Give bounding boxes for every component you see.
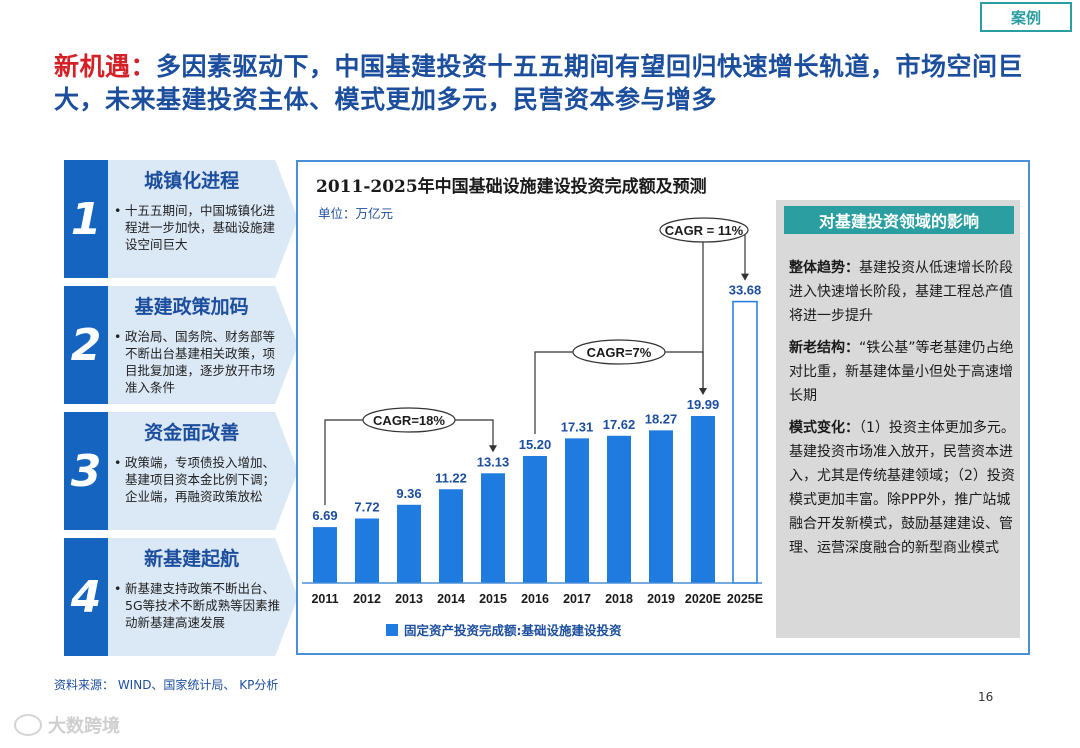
factor-title: 新基建起航 (144, 548, 240, 570)
cagr-ellipse (362, 407, 456, 433)
tick-label-2018: 2018 (605, 592, 633, 606)
value-label-2012: 7.72 (354, 499, 379, 514)
factor-number: 4 (64, 538, 108, 656)
impact-item-trend: 整体趋势：基建投资从低速增长阶段进入快速增长阶段，基建工程总产值将进一步提升 (789, 260, 1013, 324)
impact-item-structure: 新老结构：“铁公基”等老基建仍占绝对比重，新基建体量小但处于高速增长期 (789, 340, 1014, 404)
factor-body: 基建政策加码 政治局、国务院、财务部等不断出台基建相关政策，项目批复加速，逐步放… (108, 286, 298, 404)
factor-title: 资金面改善 (144, 422, 240, 444)
bar-2019 (649, 430, 673, 583)
value-label-2017: 17.31 (561, 419, 594, 434)
tick-label-2019: 2019 (647, 592, 675, 606)
bar-2013 (397, 504, 421, 583)
value-label-2015: 13.13 (477, 454, 510, 469)
tick-label-2013: 2013 (395, 592, 423, 606)
bar-2020E (691, 415, 715, 583)
factor-title: 基建政策加码 (134, 296, 249, 318)
factor-number: 3 (64, 412, 108, 530)
value-label-2016: 15.20 (519, 437, 552, 452)
factor-new-infra: 4 新基建起航 新基建支持政策不断出台、5G等技术不断成熟等因素推动新基建高速发… (64, 538, 298, 656)
bar-2018 (607, 435, 631, 583)
bar-2017 (565, 438, 589, 583)
cagr-ellipse (572, 339, 666, 365)
watermark: 大数跨境 (14, 712, 120, 738)
impact-title: 对基建投资领域的影响 (784, 206, 1014, 234)
cagr-label: CAGR = 11% (665, 223, 744, 238)
chart-frame (296, 160, 1030, 655)
bar-2025E (732, 300, 758, 584)
page-headline: 新机遇：多因素驱动下，中国基建投资十五五期间有望回归快速增长轨道，市场空间巨大，… (54, 50, 1054, 116)
source-note: 资料来源： WIND、国家统计局、 KP分析 (54, 678, 279, 692)
factor-policy: 2 基建政策加码 政治局、国务院、财务部等不断出台基建相关政策，项目批复加速，逐… (64, 286, 298, 404)
bar-chart: 6.69 2011 7.72 2012 9.36 2013 11.22 2014 13.13 20… (302, 217, 763, 638)
bar-2015 (481, 473, 505, 583)
legend-label: 固定资产投资完成额:基础设施建设投资 (404, 623, 622, 638)
value-label-2025E: 33.68 (729, 283, 762, 298)
headline-lead: 新机遇： (54, 52, 157, 81)
bar-2016 (523, 456, 547, 583)
case-tag: 案例 (980, 2, 1072, 32)
factor-desc: 十五五期间，中国城镇化进程进一步加快，基础设施建设空间巨大 (114, 202, 282, 253)
watermark-logo-icon (14, 714, 42, 736)
tick-label-2011: 2011 (311, 592, 338, 606)
factor-desc: 政策端，专项债投入增加、基建项目资本金比例下调；企业端，再融资政策放松 (114, 454, 282, 505)
tick-label-2015: 2015 (479, 592, 507, 606)
factor-number: 2 (64, 286, 108, 404)
factor-desc: 新基建支持政策不断出台、5G等技术不断成熟等因素推动新基建高速发展 (114, 580, 282, 631)
chart-title: 2011-2025年中国基础设施建设投资完成额及预测 (316, 177, 707, 197)
factor-urbanization: 1 城镇化进程 十五五期间，中国城镇化进程进一步加快，基础设施建设空间巨大 (64, 160, 298, 278)
chart-unit: 单位：万亿元 (318, 206, 394, 221)
bar-2014 (439, 489, 463, 583)
factor-body: 新基建起航 新基建支持政策不断出台、5G等技术不断成熟等因素推动新基建高速发展 (108, 538, 298, 656)
factor-desc: 政治局、国务院、财务部等不断出台基建相关政策，项目批复加速，逐步放开市场准入条件 (114, 328, 282, 396)
factor-number: 1 (64, 160, 108, 278)
tick-label-2020E: 2020E (685, 592, 721, 606)
factor-funding: 3 资金面改善 政策端，专项债投入增加、基建项目资本金比例下调；企业端，再融资政… (64, 412, 298, 530)
tick-label-2017: 2017 (563, 592, 591, 606)
legend-swatch (386, 624, 398, 636)
value-label-2011: 6.69 (312, 508, 337, 523)
bar-2012 (355, 518, 379, 583)
impact-item-model: 模式变化：（1）投资主体更加多元。基建投资市场准入放开，民营资本进入，尤其是传统… (789, 420, 1015, 556)
cagr-label: CAGR=18% (373, 413, 445, 428)
value-label-2014: 11.22 (435, 470, 467, 485)
tick-label-2025E: 2025E (727, 592, 763, 606)
page-number: 16 (978, 690, 994, 704)
tick-label-2016: 2016 (521, 592, 549, 606)
value-label-2013: 9.36 (396, 486, 421, 501)
factor-body: 资金面改善 政策端，专项债投入增加、基建项目资本金比例下调；企业端，再融资政策放… (108, 412, 298, 530)
value-label-2020E: 19.99 (687, 397, 720, 412)
value-label-2018: 17.62 (603, 417, 636, 432)
cagr-arrow-icon (741, 273, 749, 281)
cagr-ellipse (659, 217, 749, 243)
value-label-2019: 18.27 (645, 411, 678, 426)
cagr-label: CAGR=7% (587, 345, 652, 360)
headline-text: 多因素驱动下，中国基建投资十五五期间有望回归快速增长轨道，市场空间巨大，未来基建… (54, 52, 1024, 114)
tick-label-2012: 2012 (353, 592, 381, 606)
factor-title: 城镇化进程 (144, 170, 240, 192)
impact-panel (776, 200, 1020, 638)
bar-2011 (313, 527, 337, 583)
factor-body: 城镇化进程 十五五期间，中国城镇化进程进一步加快，基础设施建设空间巨大 (108, 160, 298, 278)
tick-label-2014: 2014 (437, 592, 465, 606)
cagr-arrow-icon (489, 445, 497, 453)
